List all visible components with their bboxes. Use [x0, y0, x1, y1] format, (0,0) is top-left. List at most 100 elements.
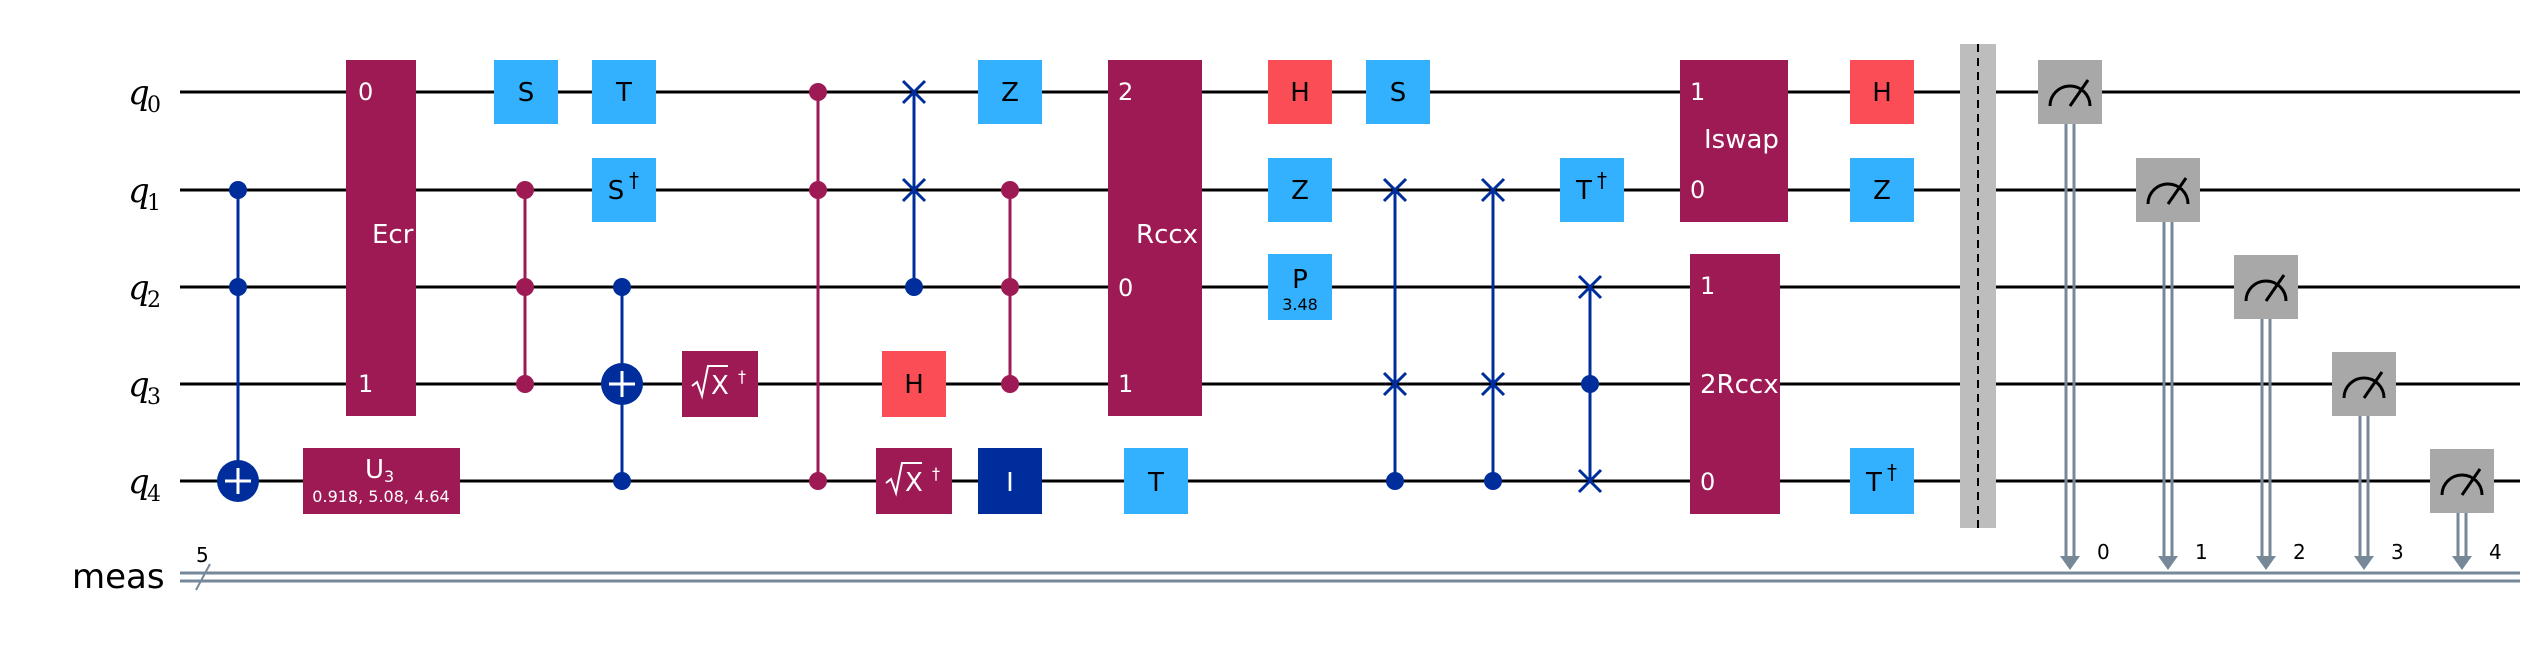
- cx-gate-q3: [601, 278, 643, 490]
- ccz-gate: [516, 181, 534, 393]
- svg-text:Iswap: Iswap: [1704, 125, 1779, 155]
- cswap-gate-4: [1577, 274, 1603, 494]
- svg-text:I: I: [1006, 468, 1014, 498]
- svg-text:0: 0: [1700, 468, 1715, 496]
- control-dot: [229, 181, 247, 199]
- sxdg-gate-q3: X †: [682, 351, 758, 417]
- svg-text:S: S: [518, 78, 535, 108]
- svg-text:2Rccx: 2Rccx: [1700, 370, 1779, 400]
- h-gate-q0-second: H: [1850, 60, 1914, 124]
- svg-text:4: 4: [147, 482, 161, 507]
- cswap-gate-3: [1480, 177, 1506, 490]
- rccx2-gate: 1 2Rccx 0: [1690, 254, 1780, 514]
- s-gate-q0-second: S: [1366, 60, 1430, 124]
- measure-q0: 0: [2038, 60, 2110, 570]
- s-gate-q0: S: [494, 60, 558, 124]
- id-gate-q4: I: [978, 448, 1042, 514]
- svg-text:†: †: [629, 168, 639, 192]
- ecr-gate: 0 1 Ecr: [346, 60, 416, 416]
- sxdg-gate-q4: X †: [876, 448, 952, 514]
- svg-text:3: 3: [2391, 540, 2404, 564]
- svg-text:1: 1: [1690, 78, 1705, 106]
- svg-text:0: 0: [2097, 540, 2110, 564]
- svg-text:0: 0: [1690, 176, 1705, 204]
- iswap-gate: 1 0 Iswap: [1680, 60, 1788, 222]
- svg-text:U: U: [365, 455, 384, 485]
- h-gate-q0: H: [1268, 60, 1332, 124]
- svg-text:1: 1: [2195, 540, 2208, 564]
- svg-text:q: q: [128, 268, 150, 308]
- svg-text:2: 2: [2293, 540, 2306, 564]
- svg-text:0.918, 5.08, 4.64: 0.918, 5.08, 4.64: [312, 487, 449, 506]
- cswap-gate-2: [1382, 177, 1408, 490]
- svg-text:†: †: [1887, 460, 1897, 484]
- svg-text:T: T: [1865, 468, 1882, 498]
- qubit-label-4: q 4: [128, 462, 161, 507]
- tdg-gate-q1: T †: [1560, 158, 1624, 222]
- svg-text:T: T: [1147, 468, 1164, 498]
- svg-text:Z: Z: [1873, 176, 1891, 206]
- qubit-label-0: q 0: [128, 73, 161, 118]
- svg-text:2: 2: [147, 288, 161, 313]
- svg-text:S: S: [1390, 78, 1407, 108]
- svg-text:Z: Z: [1291, 176, 1309, 206]
- svg-text:P: P: [1292, 265, 1308, 295]
- svg-text:3.48: 3.48: [1282, 295, 1318, 314]
- svg-text:H: H: [904, 370, 924, 400]
- meter-icon: [2244, 279, 2288, 302]
- svg-text:q: q: [128, 365, 150, 405]
- svg-text:S: S: [608, 176, 625, 206]
- register-width-label: 5: [196, 543, 209, 567]
- svg-text:0: 0: [358, 78, 373, 106]
- ccx-gate: [217, 181, 259, 502]
- svg-text:q: q: [128, 73, 150, 113]
- measure-q1: 1: [2136, 158, 2208, 570]
- svg-text:†: †: [932, 464, 940, 483]
- z-gate-q0: Z: [978, 60, 1042, 124]
- control-dot: [229, 278, 247, 296]
- measure-q4: 4: [2430, 449, 2502, 570]
- barrier: [1960, 44, 1996, 528]
- svg-text:q: q: [128, 171, 150, 211]
- svg-text:1: 1: [358, 370, 373, 398]
- measure-q2: 2: [2234, 255, 2306, 570]
- meter-icon: [2048, 84, 2092, 107]
- svg-text:Ecr: Ecr: [372, 220, 414, 250]
- classical-register-label: meas: [72, 557, 165, 597]
- sdg-gate-q1: S †: [592, 158, 656, 222]
- qubit-label-1: q 1: [128, 171, 161, 216]
- svg-text:q: q: [128, 462, 150, 502]
- p-gate-q2: P 3.48: [1268, 254, 1332, 320]
- svg-text:Z: Z: [1001, 78, 1019, 108]
- h-gate-q3: H: [882, 351, 946, 417]
- t-gate-q0: T: [592, 60, 656, 124]
- svg-text:H: H: [1290, 78, 1310, 108]
- svg-text:†: †: [738, 367, 746, 386]
- svg-text:3: 3: [384, 467, 394, 486]
- svg-text:H: H: [1872, 78, 1892, 108]
- svg-text:1: 1: [147, 191, 161, 216]
- svg-text:0: 0: [1118, 274, 1133, 302]
- meter-icon: [2146, 182, 2190, 205]
- ccz-gate-2: [809, 83, 827, 490]
- svg-text:1: 1: [1700, 272, 1715, 300]
- tdg-gate-q4: T †: [1850, 448, 1914, 514]
- svg-text:†: †: [1597, 168, 1607, 192]
- t-gate-q4: T: [1124, 448, 1188, 514]
- svg-text:X: X: [711, 371, 729, 401]
- qubit-label-3: q 3: [128, 365, 161, 410]
- svg-text:T: T: [1575, 176, 1592, 206]
- svg-text:2: 2: [1118, 78, 1133, 106]
- measure-q3: 3: [2332, 352, 2404, 570]
- svg-text:3: 3: [147, 385, 161, 410]
- svg-text:4: 4: [2489, 540, 2502, 564]
- ccz-gate-3: [1001, 181, 1019, 393]
- svg-text:0: 0: [147, 93, 161, 118]
- rccx-gate: 2 0 1 Rccx: [1108, 60, 1202, 416]
- qubit-label-2: q 2: [128, 268, 161, 313]
- meter-icon: [2342, 376, 2386, 399]
- u3-gate: U 3 0.918, 5.08, 4.64: [303, 448, 460, 514]
- cswap-gate: [901, 79, 927, 296]
